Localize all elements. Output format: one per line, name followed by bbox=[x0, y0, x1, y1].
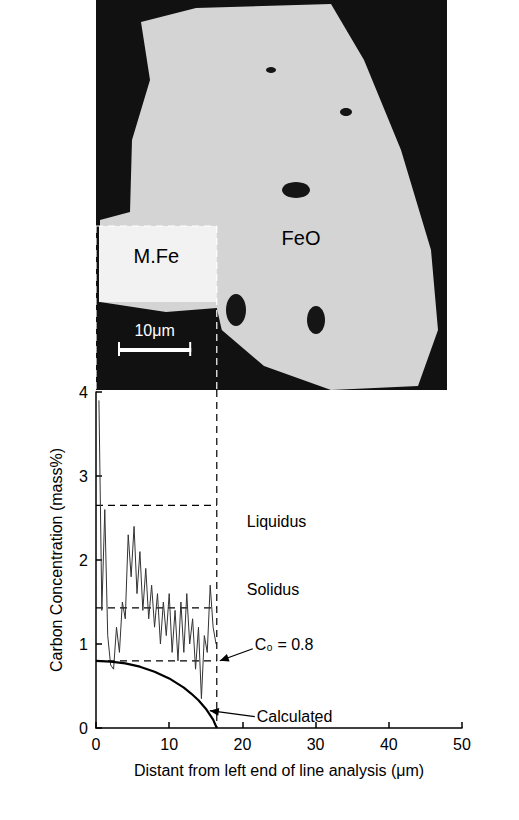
svg-text:0: 0 bbox=[92, 736, 101, 753]
svg-text:Carbon Concentration (mass%): Carbon Concentration (mass%) bbox=[48, 448, 65, 672]
svg-text:4: 4 bbox=[79, 384, 88, 401]
svg-text:2: 2 bbox=[79, 552, 88, 569]
svg-text:Solidus: Solidus bbox=[247, 581, 299, 598]
svg-text:3: 3 bbox=[79, 468, 88, 485]
svg-text:Distant from left end of line: Distant from left end of line analysis (… bbox=[134, 762, 424, 779]
svg-text:C₀ = 0.8: C₀ = 0.8 bbox=[255, 636, 314, 653]
svg-text:Calculated: Calculated bbox=[257, 708, 333, 725]
svg-text:1: 1 bbox=[79, 636, 88, 653]
svg-text:M.Fe: M.Fe bbox=[134, 245, 180, 267]
svg-text:Liquidus: Liquidus bbox=[247, 513, 307, 530]
svg-text:FeO: FeO bbox=[282, 227, 321, 249]
svg-text:40: 40 bbox=[380, 736, 398, 753]
svg-text:10μm: 10μm bbox=[134, 322, 174, 339]
svg-text:30: 30 bbox=[307, 736, 325, 753]
svg-text:20: 20 bbox=[234, 736, 252, 753]
svg-text:0: 0 bbox=[79, 720, 88, 737]
svg-text:50: 50 bbox=[453, 736, 471, 753]
svg-text:10: 10 bbox=[160, 736, 178, 753]
